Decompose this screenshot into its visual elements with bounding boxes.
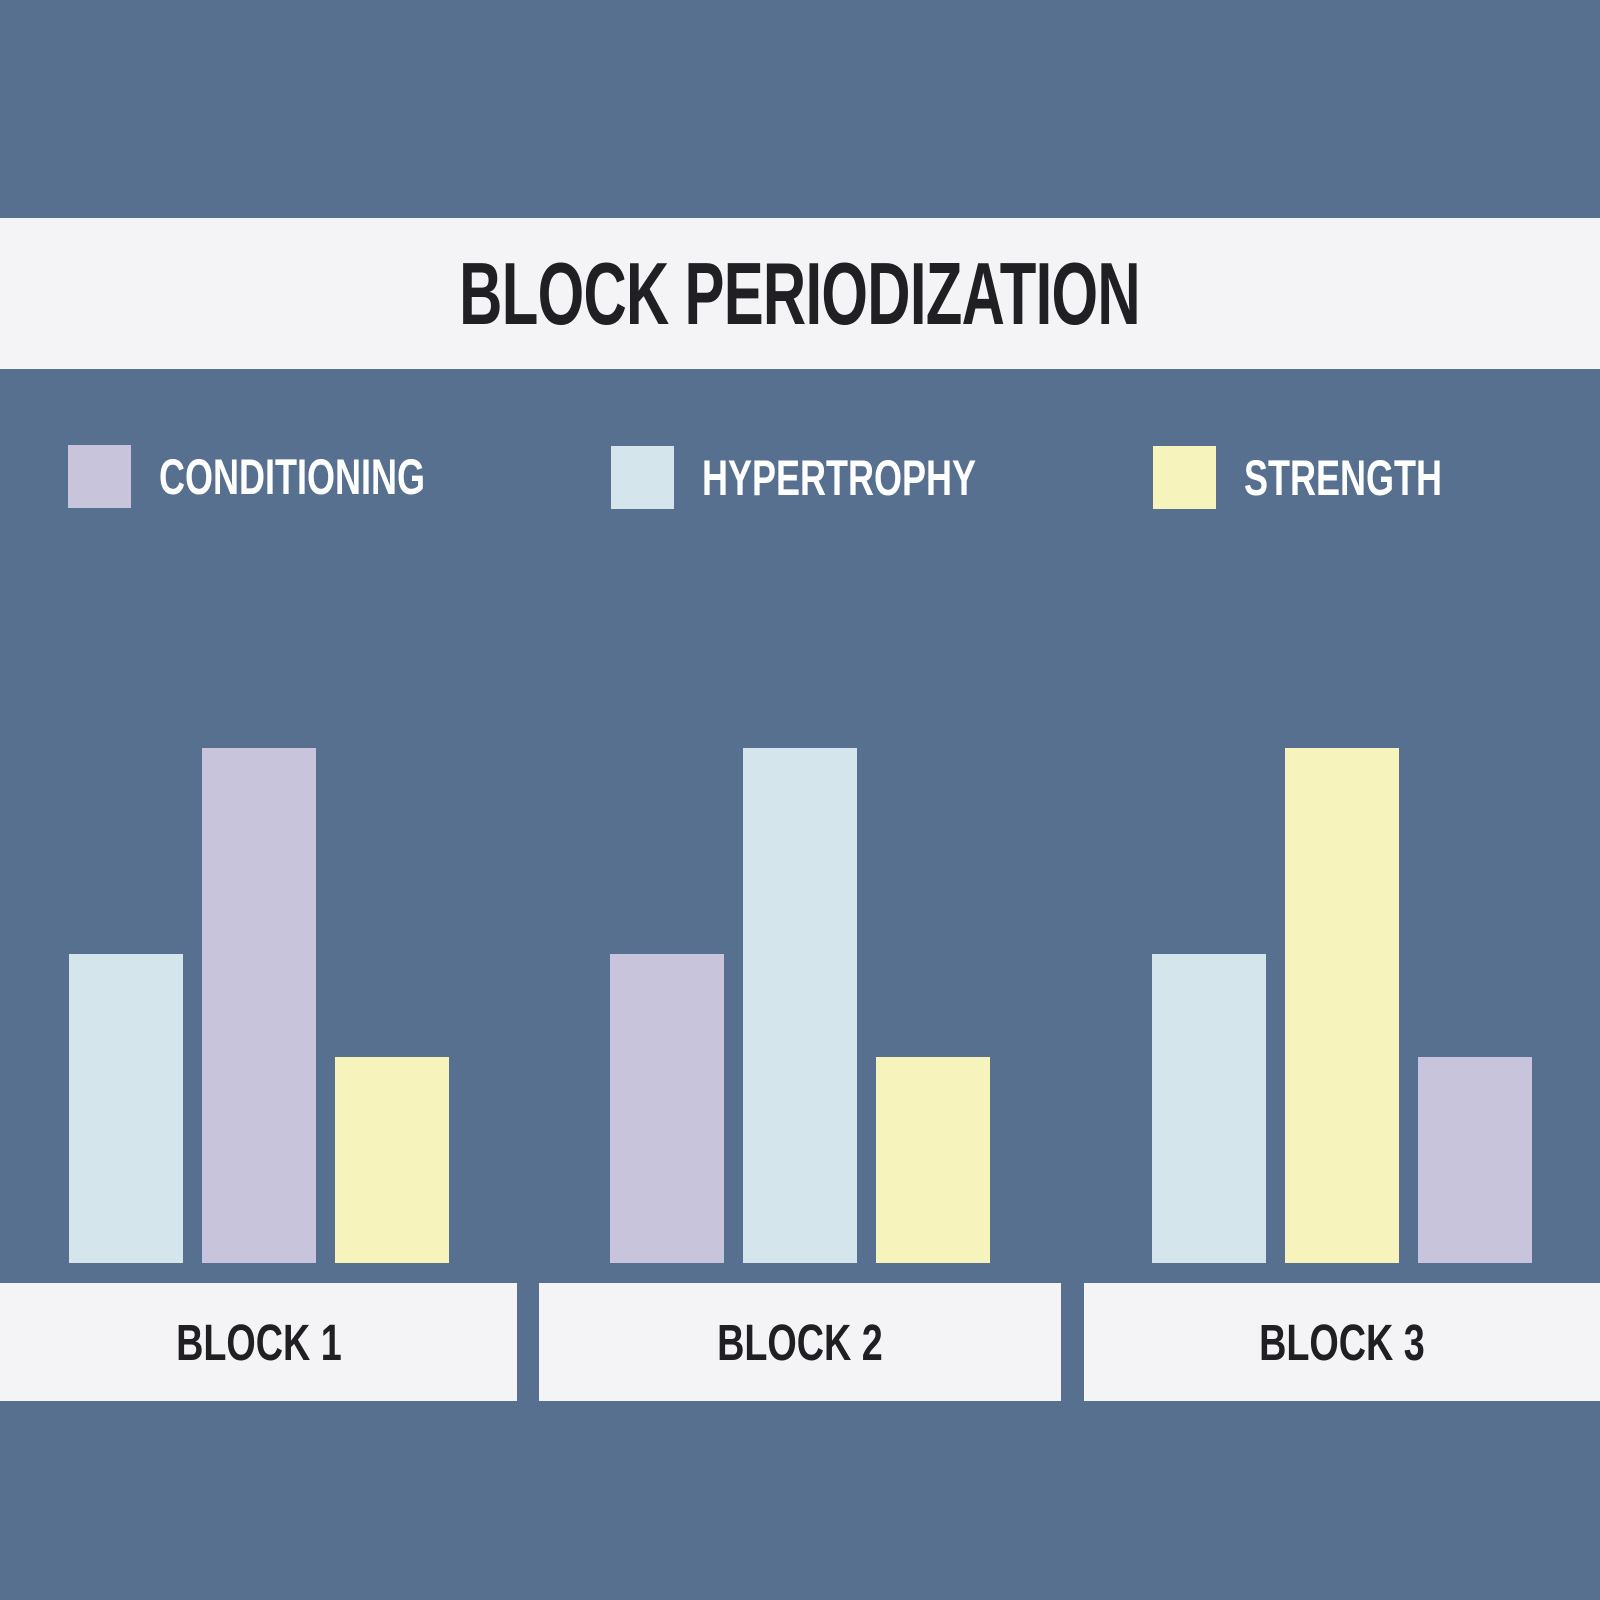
conditioning-bar [610, 954, 724, 1263]
block-strip: BLOCK 3 [1084, 1283, 1600, 1401]
strength-swatch-icon [1153, 446, 1216, 509]
legend-label: STRENGTH [1244, 449, 1442, 506]
hypertrophy-bar [743, 748, 857, 1263]
block-strip: BLOCK 2 [539, 1283, 1061, 1401]
legend-item-conditioning: CONDITIONING [68, 445, 528, 508]
block-label: BLOCK 2 [717, 1313, 883, 1371]
legend-item-strength: STRENGTH [1153, 446, 1519, 509]
bar-group-block-2 [539, 748, 1061, 1263]
hypertrophy-bar [1152, 954, 1266, 1263]
bar-group-block-3 [1084, 748, 1600, 1263]
legend-item-hypertrophy: HYPERTROPHY [611, 446, 1083, 509]
conditioning-swatch-icon [68, 445, 131, 508]
block-label: BLOCK 3 [1259, 1313, 1425, 1371]
title-band: BLOCK PERIODIZATION [0, 218, 1600, 369]
legend-label: HYPERTROPHY [702, 449, 977, 506]
legend-label: CONDITIONING [159, 448, 425, 505]
hypertrophy-swatch-icon [611, 446, 674, 509]
page-title: BLOCK PERIODIZATION [459, 243, 1141, 343]
hypertrophy-bar [68, 954, 183, 1263]
strength-bar [876, 1057, 990, 1263]
strength-bar [334, 1057, 449, 1263]
bar-group-block-1 [0, 748, 517, 1263]
conditioning-bar [1418, 1057, 1532, 1263]
conditioning-bar [201, 748, 316, 1263]
block-strip: BLOCK 1 [0, 1283, 517, 1401]
strength-bar [1285, 748, 1399, 1263]
block-label: BLOCK 1 [175, 1313, 342, 1371]
